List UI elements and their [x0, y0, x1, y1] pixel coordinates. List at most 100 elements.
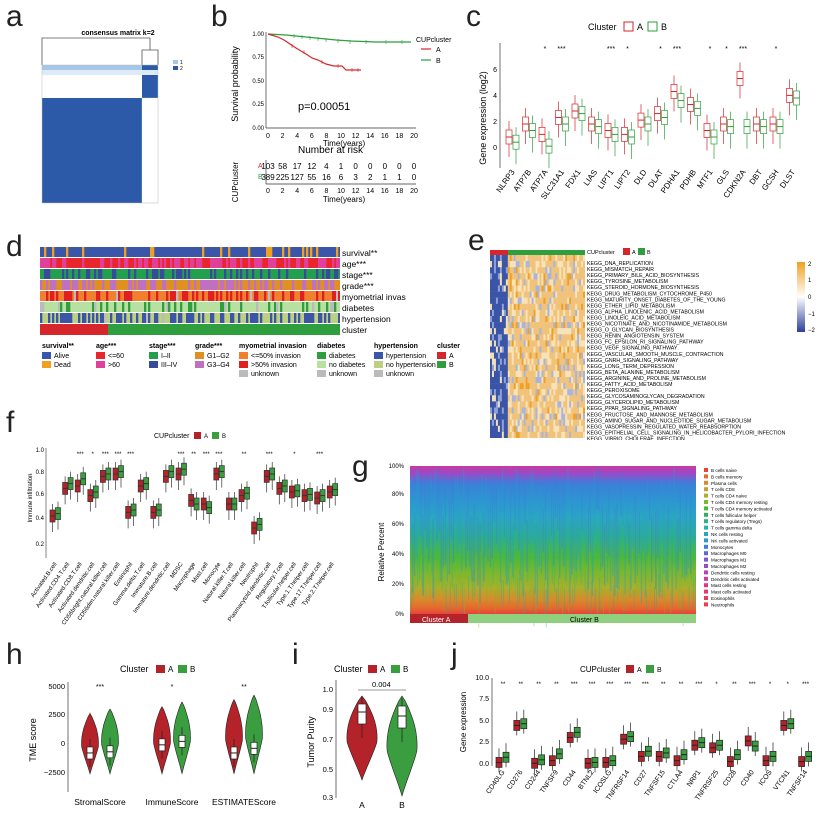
survival-xtick: 6	[310, 133, 314, 140]
c-yticks: 0 2 4 6	[493, 67, 497, 152]
f-box-B	[80, 466, 87, 495]
i-category-label: A	[359, 800, 365, 810]
d-legend-item: Alive	[54, 353, 69, 360]
e-legend-title: CUPcluster	[587, 250, 615, 256]
i-yticks: 1.0 0.9 0.7 0.5 0.3	[323, 685, 333, 802]
legend-label-2: 2	[180, 66, 183, 72]
risk-cell: 3	[353, 173, 358, 182]
f-box-A	[49, 504, 56, 532]
survival-ylabel: Survival probability	[230, 46, 240, 122]
svg-text:0.00: 0.00	[252, 126, 264, 132]
f-sig: ***	[266, 452, 274, 458]
d-legend-item: B	[449, 362, 454, 369]
panel-label-g: g	[352, 450, 369, 483]
svg-text:0.2: 0.2	[36, 542, 45, 548]
j-box-A	[495, 748, 503, 773]
panel-g-stacked: Relative Percent 0% 20% 40% 60% 80% 100%…	[377, 464, 773, 628]
f-box-A	[112, 462, 119, 490]
e-pathway-label: KEGG_RENIN_ANGIOTENSIN_SYSTEM	[587, 334, 684, 340]
j-gene-label: CD40LG	[485, 769, 506, 795]
d-legend-item: unknown	[329, 371, 357, 378]
e-pathway-label: KEGG_ETHER_LIPID_METABOLISM	[587, 303, 675, 309]
h-sig: *	[171, 684, 174, 691]
e-legend-A: A	[632, 250, 636, 256]
j-gene-label: BTNL2	[577, 769, 595, 791]
j-box-B	[627, 722, 634, 747]
survival-xtick: 0	[266, 133, 270, 140]
j-gene-label: CD28	[722, 769, 738, 788]
svg-text:0: 0	[61, 739, 65, 748]
d-legend-title: survival**	[42, 343, 74, 350]
svg-text:0.4: 0.4	[36, 516, 45, 522]
f-sig: ***	[114, 452, 122, 458]
risk-cell: 6	[339, 173, 344, 182]
risk-cell: 0	[353, 162, 358, 171]
panel-d-heatmap	[40, 247, 341, 339]
j-box-A	[798, 747, 805, 772]
f-sig: ***	[77, 452, 85, 458]
consensus-band-light	[42, 70, 158, 75]
d-legend-item: >60	[108, 362, 120, 369]
svg-text:1.0: 1.0	[36, 448, 45, 454]
c-gene-label: DLST	[778, 168, 797, 190]
j-box-B	[751, 732, 759, 757]
i-legend-B: B	[403, 665, 408, 674]
e-pathway-label: KEGG_PPAR_SIGNALING_PATHWAY	[587, 406, 677, 412]
survival-xtick: 8	[324, 133, 328, 140]
g-cluster-B-bar	[468, 614, 696, 623]
c-box-A	[637, 104, 645, 141]
e-pathway-label: KEGG_ALPHA_LINOLENIC_ACID_METABOLISM	[587, 309, 704, 315]
svg-text:0.9: 0.9	[323, 705, 333, 714]
risk-xtick: 10	[337, 188, 345, 195]
j-box-B	[609, 746, 617, 771]
e-pathway-label: KEGG_LONG_TERM_DEPRESSION	[587, 364, 674, 370]
d-row-label: myometrial invas	[342, 292, 406, 302]
c-box-B	[512, 127, 520, 165]
c-legend-A: A	[637, 22, 643, 32]
f-legend-B: B	[222, 434, 226, 440]
panel-label-e: e	[468, 224, 485, 257]
d-legend-item: III–IV	[161, 362, 178, 369]
consensus-block-large	[42, 98, 142, 203]
f-box-A	[175, 462, 182, 490]
panel-e-heatmap	[490, 250, 586, 439]
risk-cell: 225	[276, 173, 290, 182]
f-sig: *	[92, 452, 95, 458]
risk-cell: 4	[324, 162, 329, 171]
panel-h-violin: Cluster A B TME score 5000 2500 0 −2500 …	[28, 664, 276, 807]
consensus-block-white-2	[141, 97, 159, 204]
j-box-B	[680, 740, 688, 765]
c-box-A	[505, 121, 513, 157]
svg-text:100%: 100%	[389, 464, 405, 470]
e-pathway-label: KEGG_MATURITY_ONSET_DIABETES_OF_THE_YOUN…	[587, 297, 726, 303]
g-legend-item: B cells naive	[711, 468, 737, 473]
svg-text:0.3: 0.3	[323, 793, 333, 802]
f-ylabel: Immune infiltration	[28, 473, 34, 522]
j-box-A	[655, 742, 663, 767]
j-gene-label: CD27	[633, 769, 649, 788]
c-sig: ***	[673, 46, 681, 53]
j-box-A	[780, 711, 788, 736]
risk-xtick: 6	[310, 188, 314, 195]
c-legend-B: B	[661, 22, 667, 32]
c-box-B	[694, 93, 701, 131]
risk-cell: 0	[368, 162, 373, 171]
risk-row-B-label: B	[258, 174, 263, 181]
f-box-A	[87, 483, 94, 512]
c-box-A	[687, 88, 694, 125]
f-box-B	[231, 492, 238, 520]
d-legend-item: G1–G2	[207, 353, 230, 360]
g-legend-item: Mast cells resting	[711, 583, 747, 588]
j-box-B	[573, 718, 581, 743]
c-box-A	[588, 108, 595, 144]
j-sig: *	[715, 682, 718, 688]
risk-cell: 0	[412, 162, 417, 171]
risk-cell: 55	[307, 173, 316, 182]
j-sig: *	[769, 682, 772, 688]
j-box-A	[744, 726, 752, 751]
g-legend-item: Monocytes	[711, 545, 734, 550]
j-sig: ***	[695, 682, 703, 688]
panel-e-labels: CUPcluster A B KEGG_DNA_REPLICATIONKEGG_…	[587, 248, 816, 440]
j-box-B	[805, 742, 812, 767]
